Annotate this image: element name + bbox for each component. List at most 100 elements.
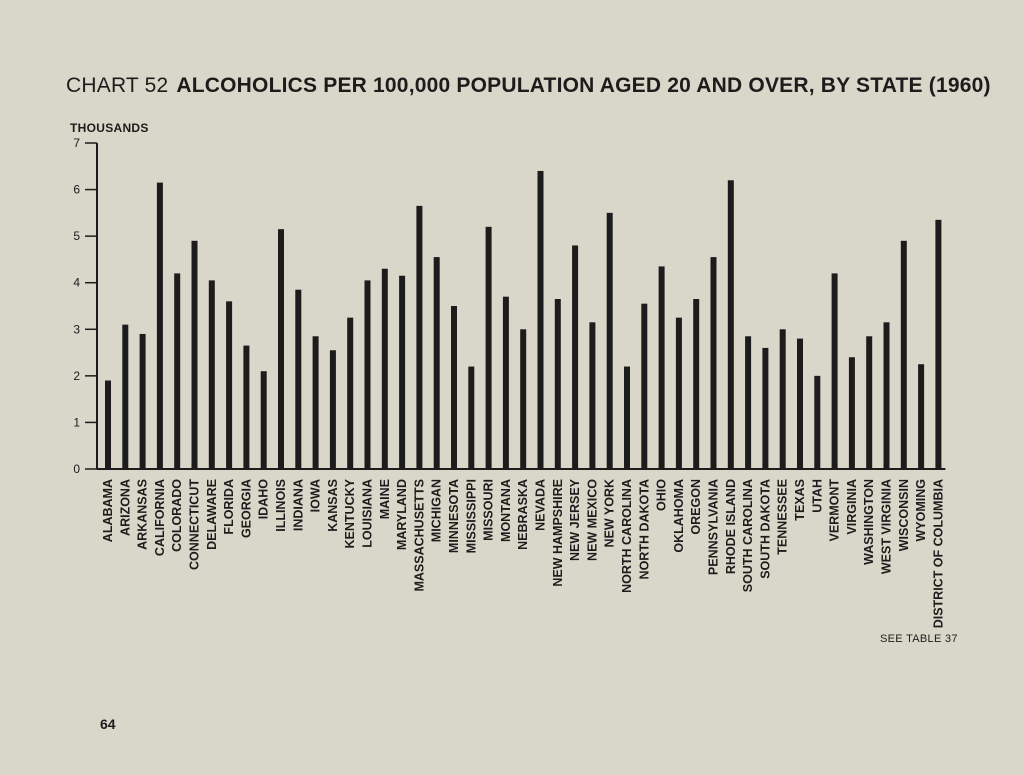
y-tick-label: 2 — [73, 369, 80, 383]
bar — [918, 364, 925, 469]
x-tick-label: OHIO — [655, 479, 669, 511]
x-tick-label: SOUTH DAKOTA — [758, 479, 772, 579]
x-tick-label: WISCONSIN — [897, 479, 911, 551]
x-tick-label: NEW JERSEY — [568, 478, 582, 561]
bar — [312, 336, 319, 469]
bar — [693, 299, 700, 469]
y-tick-label: 3 — [73, 322, 80, 336]
x-tick-label: MISSISSIPPI — [464, 479, 478, 553]
bar — [433, 257, 440, 469]
x-tick-label: COLORADO — [170, 479, 184, 552]
bar — [589, 322, 596, 469]
bar — [381, 268, 388, 469]
bar — [675, 317, 682, 469]
x-tick-label: DISTRICT OF COLUMBIA — [931, 479, 945, 628]
x-tick-label: WYOMING — [914, 479, 928, 542]
x-tick-label: MARYLAND — [395, 479, 409, 550]
bar — [105, 380, 111, 469]
x-tick-label: WASHINGTON — [862, 479, 876, 565]
x-tick-label: IDAHO — [257, 479, 271, 520]
bar — [797, 338, 803, 469]
bar — [831, 273, 838, 469]
x-tick-label: INDIANA — [291, 479, 305, 531]
x-tick-label: NEW HAMPSHIRE — [551, 479, 565, 587]
chart-number: CHART 52 — [66, 74, 169, 97]
x-tick-label: MISSOURI — [482, 479, 496, 541]
x-tick-label: VERMONT — [828, 479, 842, 542]
bar — [156, 182, 163, 470]
category-labels: ALABAMA ARIZONA ARKANSAS CALIFORNIA COLORADO… — [101, 478, 945, 628]
y-tick-label: 4 — [73, 276, 80, 290]
x-tick-label: ARIZONA — [118, 479, 132, 536]
bar — [606, 212, 613, 469]
y-tick-label: 5 — [73, 229, 80, 243]
x-tick-label: ILLINOIS — [274, 479, 288, 532]
x-tick-label: TEXAS — [793, 479, 807, 521]
x-tick-label: RHODE ISLAND — [724, 479, 738, 574]
x-tick-label: FLORIDA — [222, 479, 236, 535]
x-tick-label: CALIFORNIA — [153, 479, 167, 556]
x-tick-label: CONNECTICUT — [188, 479, 202, 570]
bar — [745, 336, 752, 469]
source-note: SEE TABLE 37 — [880, 633, 958, 645]
x-tick-label: MICHIGAN — [430, 479, 444, 542]
bar — [900, 240, 907, 469]
x-tick-label: ALABAMA — [101, 479, 115, 542]
bar — [191, 240, 198, 469]
x-tick-label: MINNESOTA — [447, 479, 461, 553]
bar — [814, 375, 821, 469]
y-tick-label: 0 — [73, 462, 80, 476]
x-tick-label: PENNSYLVANIA — [707, 479, 721, 575]
bar — [935, 219, 942, 469]
x-tick-label: VIRGINIA — [845, 479, 859, 535]
bar — [329, 350, 336, 469]
bar — [502, 296, 509, 469]
y-axis-label: THOUSANDS — [70, 121, 149, 135]
bar — [295, 289, 302, 469]
bar — [243, 345, 250, 469]
bar — [174, 273, 181, 469]
x-tick-label: TENNESSEE — [776, 479, 790, 555]
bar — [554, 299, 561, 469]
bar — [883, 322, 890, 469]
y-tick-label: 6 — [73, 183, 80, 197]
bar — [658, 266, 665, 469]
bar — [451, 306, 457, 469]
x-tick-label: KENTUCKY — [343, 478, 357, 548]
chart-title-text: ALCOHOLICS PER 100,000 POPULATION AGED 2… — [176, 74, 991, 97]
x-tick-label: DELAWARE — [205, 479, 219, 550]
bar — [208, 280, 215, 469]
bar — [416, 205, 423, 469]
bar — [347, 317, 354, 469]
bar — [520, 329, 527, 469]
x-tick-label: KANSAS — [326, 479, 340, 532]
bar — [399, 275, 406, 469]
bar — [866, 336, 873, 469]
bar — [779, 329, 786, 469]
bar — [278, 229, 284, 469]
chart-title: CHART 52 ALCOHOLICS PER 100,000 POPULATIO… — [66, 74, 991, 98]
bar — [848, 357, 855, 469]
x-tick-label: MASSACHUSETTS — [412, 479, 426, 592]
x-tick-label: WEST VIRGINIA — [880, 479, 894, 574]
x-tick-label: OREGON — [689, 479, 703, 535]
bar — [122, 324, 129, 469]
chart-bars — [105, 170, 942, 470]
bar — [364, 280, 371, 469]
x-tick-label: NEVADA — [534, 479, 548, 531]
bar — [727, 180, 734, 469]
x-tick-label: IOWA — [309, 479, 323, 512]
x-tick-label: NEBRASKA — [516, 479, 530, 550]
x-tick-label: LOUISIANA — [361, 479, 375, 548]
bar — [710, 257, 717, 469]
x-tick-label: SOUTH CAROLINA — [741, 479, 755, 592]
bar — [762, 347, 769, 469]
x-tick-label: ARKANSAS — [136, 479, 150, 550]
bar — [537, 170, 544, 469]
bar — [468, 366, 475, 469]
bar — [260, 371, 267, 469]
x-tick-label: GEORGIA — [239, 479, 253, 538]
x-tick-label: OKLAHOMA — [672, 479, 686, 553]
bar — [624, 366, 630, 469]
x-tick-label: NORTH CAROLINA — [620, 479, 634, 593]
